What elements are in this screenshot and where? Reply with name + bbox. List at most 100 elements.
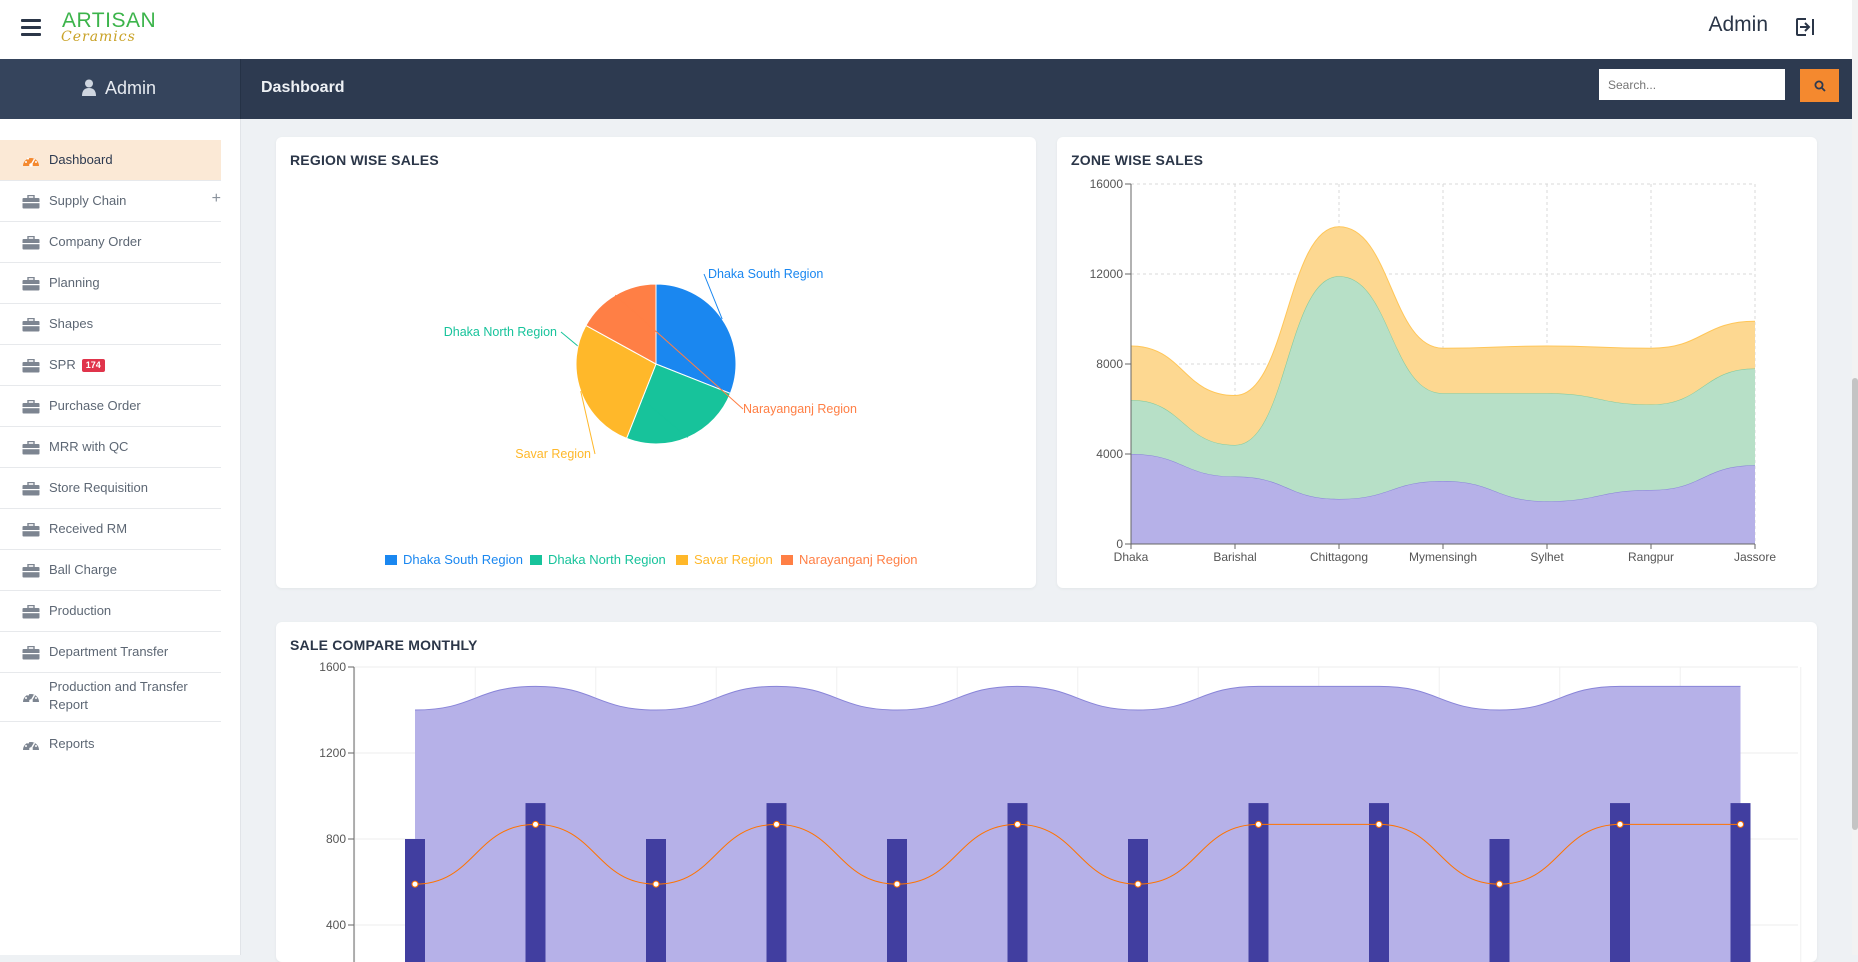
sidebar-item-label: SPR 174	[49, 357, 105, 372]
sidebar-item-label: Planning	[49, 275, 100, 290]
x-tick-label: Jassore	[1734, 550, 1776, 564]
x-tick-label: Chittagong	[1310, 550, 1368, 564]
area-series[interactable]	[1131, 226, 1755, 445]
area-series[interactable]	[415, 686, 1741, 962]
zone-sales-chart: 0 4000 8000 12000 16000 Dhaka Barishal Chittago…	[1090, 177, 1777, 564]
sidebar-item-shapes[interactable]: Shapes	[0, 304, 221, 345]
sidebar-item-department-transfer[interactable]: Department Transfer	[0, 632, 221, 673]
sidebar-item-planning[interactable]: Planning	[0, 263, 221, 304]
bar[interactable]	[646, 839, 666, 962]
bar[interactable]	[887, 839, 907, 962]
zone-sales-card: ZONE WISE SALES 0 4000 8000 12000 16000 Dhaka…	[1057, 137, 1817, 588]
bar[interactable]	[405, 839, 425, 962]
sub-header: Admin Dashboard	[0, 59, 1852, 119]
sidebar-item-dashboard[interactable]: Dashboard	[0, 140, 221, 181]
bar[interactable]	[525, 803, 546, 962]
briefcase-icon	[22, 317, 40, 332]
y-tick-label: 400	[326, 918, 346, 932]
line-point[interactable]	[411, 880, 419, 888]
line-point[interactable]	[1014, 820, 1021, 828]
pie-slice[interactable]	[575, 324, 657, 440]
chart-title: REGION WISE SALES	[290, 152, 439, 168]
brand-logo: ARTISAN	[62, 9, 157, 32]
bar[interactable]	[1730, 803, 1751, 962]
search-icon	[1814, 80, 1826, 92]
sidebar-item-purchase-order[interactable]: Purchase Order	[0, 386, 221, 427]
line-point[interactable]	[652, 880, 660, 888]
sidebar-item-spr[interactable]: SPR 174	[0, 345, 221, 386]
bar[interactable]	[1007, 803, 1028, 962]
pie-slice-label: Savar Region	[515, 447, 591, 461]
line-point[interactable]	[893, 880, 901, 888]
bar[interactable]	[766, 803, 787, 962]
chart-title: ZONE WISE SALES	[1071, 152, 1204, 168]
sidebar: Dashboard Supply Chain + Company Order Plann…	[0, 119, 241, 955]
sidebar-item-reports[interactable]: Reports	[0, 724, 221, 764]
sidebar-item-production-and-transfer-report[interactable]: Production and Transfer Report	[0, 673, 221, 722]
bar[interactable]	[1369, 803, 1389, 962]
sidebar-user-box: Admin	[0, 59, 241, 119]
expand-icon[interactable]: +	[211, 190, 221, 207]
sidebar-item-label: Received RM	[49, 521, 128, 536]
logout-icon[interactable]	[1794, 16, 1816, 38]
area-series[interactable]	[1131, 276, 1755, 502]
sidebar-item-supply-chain[interactable]: Supply Chain +	[0, 181, 221, 222]
y-tick-label: 12000	[1090, 267, 1124, 281]
sale-compare-card: SALE COMPARE MONTHLY 400 800 1200 1600	[276, 622, 1817, 962]
search-button[interactable]	[1800, 69, 1839, 102]
search-input[interactable]	[1599, 69, 1785, 100]
line-point[interactable]	[1496, 880, 1503, 888]
pie-slice[interactable]	[585, 283, 657, 365]
briefcase-icon	[22, 358, 40, 373]
pie-label-line	[580, 390, 596, 455]
y-tick-label: 8000	[1096, 357, 1123, 371]
bar[interactable]	[1610, 803, 1630, 962]
sidebar-item-store-requisition[interactable]: Store Requisition	[0, 468, 221, 509]
briefcase-icon	[22, 481, 40, 496]
line-point[interactable]	[773, 820, 780, 828]
sidebar-item-label: Reports	[49, 736, 95, 751]
x-tick-label: Rangpur	[1628, 550, 1674, 564]
sidebar-item-ball-charge[interactable]: Ball Charge	[0, 550, 221, 591]
y-tick-label: 4000	[1096, 447, 1123, 461]
line-point[interactable]	[1616, 820, 1624, 828]
user-icon	[82, 79, 96, 96]
sidebar-item-production[interactable]: Production	[0, 591, 221, 632]
dashboard-icon	[22, 738, 40, 752]
x-tick-label: Dhaka	[1114, 550, 1149, 564]
bar[interactable]	[1248, 803, 1269, 962]
menu-icon[interactable]	[21, 19, 41, 36]
dashboard-icon	[22, 154, 40, 168]
bar[interactable]	[1489, 839, 1510, 962]
sidebar-item-label: MRR with QC	[49, 439, 129, 454]
line-point[interactable]	[1134, 880, 1142, 888]
sale-compare-chart: 400 800 1200 1600	[319, 660, 1802, 962]
legend-label[interactable]: Dhaka South Region	[403, 552, 523, 567]
pie-label-line	[614, 294, 744, 410]
sidebar-item-label: Department Transfer	[49, 644, 169, 659]
briefcase-icon	[22, 604, 40, 619]
brand-logo-sub: Ceramics	[61, 29, 136, 45]
legend-label[interactable]: Dhaka North Region	[548, 552, 666, 567]
bar[interactable]	[1128, 839, 1148, 962]
sidebar-item-received-rm[interactable]: Received RM	[0, 509, 221, 550]
line-point[interactable]	[1255, 820, 1262, 828]
pie-slice[interactable]	[655, 283, 737, 395]
header-username[interactable]: Admin	[1708, 13, 1768, 36]
sidebar-item-mrr-with-qc[interactable]: MRR with QC	[0, 427, 221, 468]
legend-label[interactable]: Savar Region	[694, 552, 773, 567]
y-tick-label: 0	[1116, 537, 1123, 551]
sidebar-item-company-order[interactable]: Company Order	[0, 222, 221, 263]
sidebar-item-label: Shapes	[49, 316, 94, 331]
line-point[interactable]	[532, 820, 539, 828]
line-point[interactable]	[1375, 820, 1383, 828]
y-tick-label: 16000	[1090, 177, 1124, 191]
page-scrollbar[interactable]	[1852, 0, 1858, 955]
line-point[interactable]	[1737, 820, 1744, 828]
briefcase-icon	[22, 235, 40, 250]
scrollbar-thumb[interactable]	[1852, 378, 1858, 830]
region-sales-chart: Dhaka South Region Dhaka North Region Sava…	[385, 267, 918, 567]
chart-title: SALE COMPARE MONTHLY	[290, 637, 478, 653]
area-series[interactable]	[1131, 454, 1755, 544]
legend-label[interactable]: Narayanganj Region	[799, 552, 918, 567]
